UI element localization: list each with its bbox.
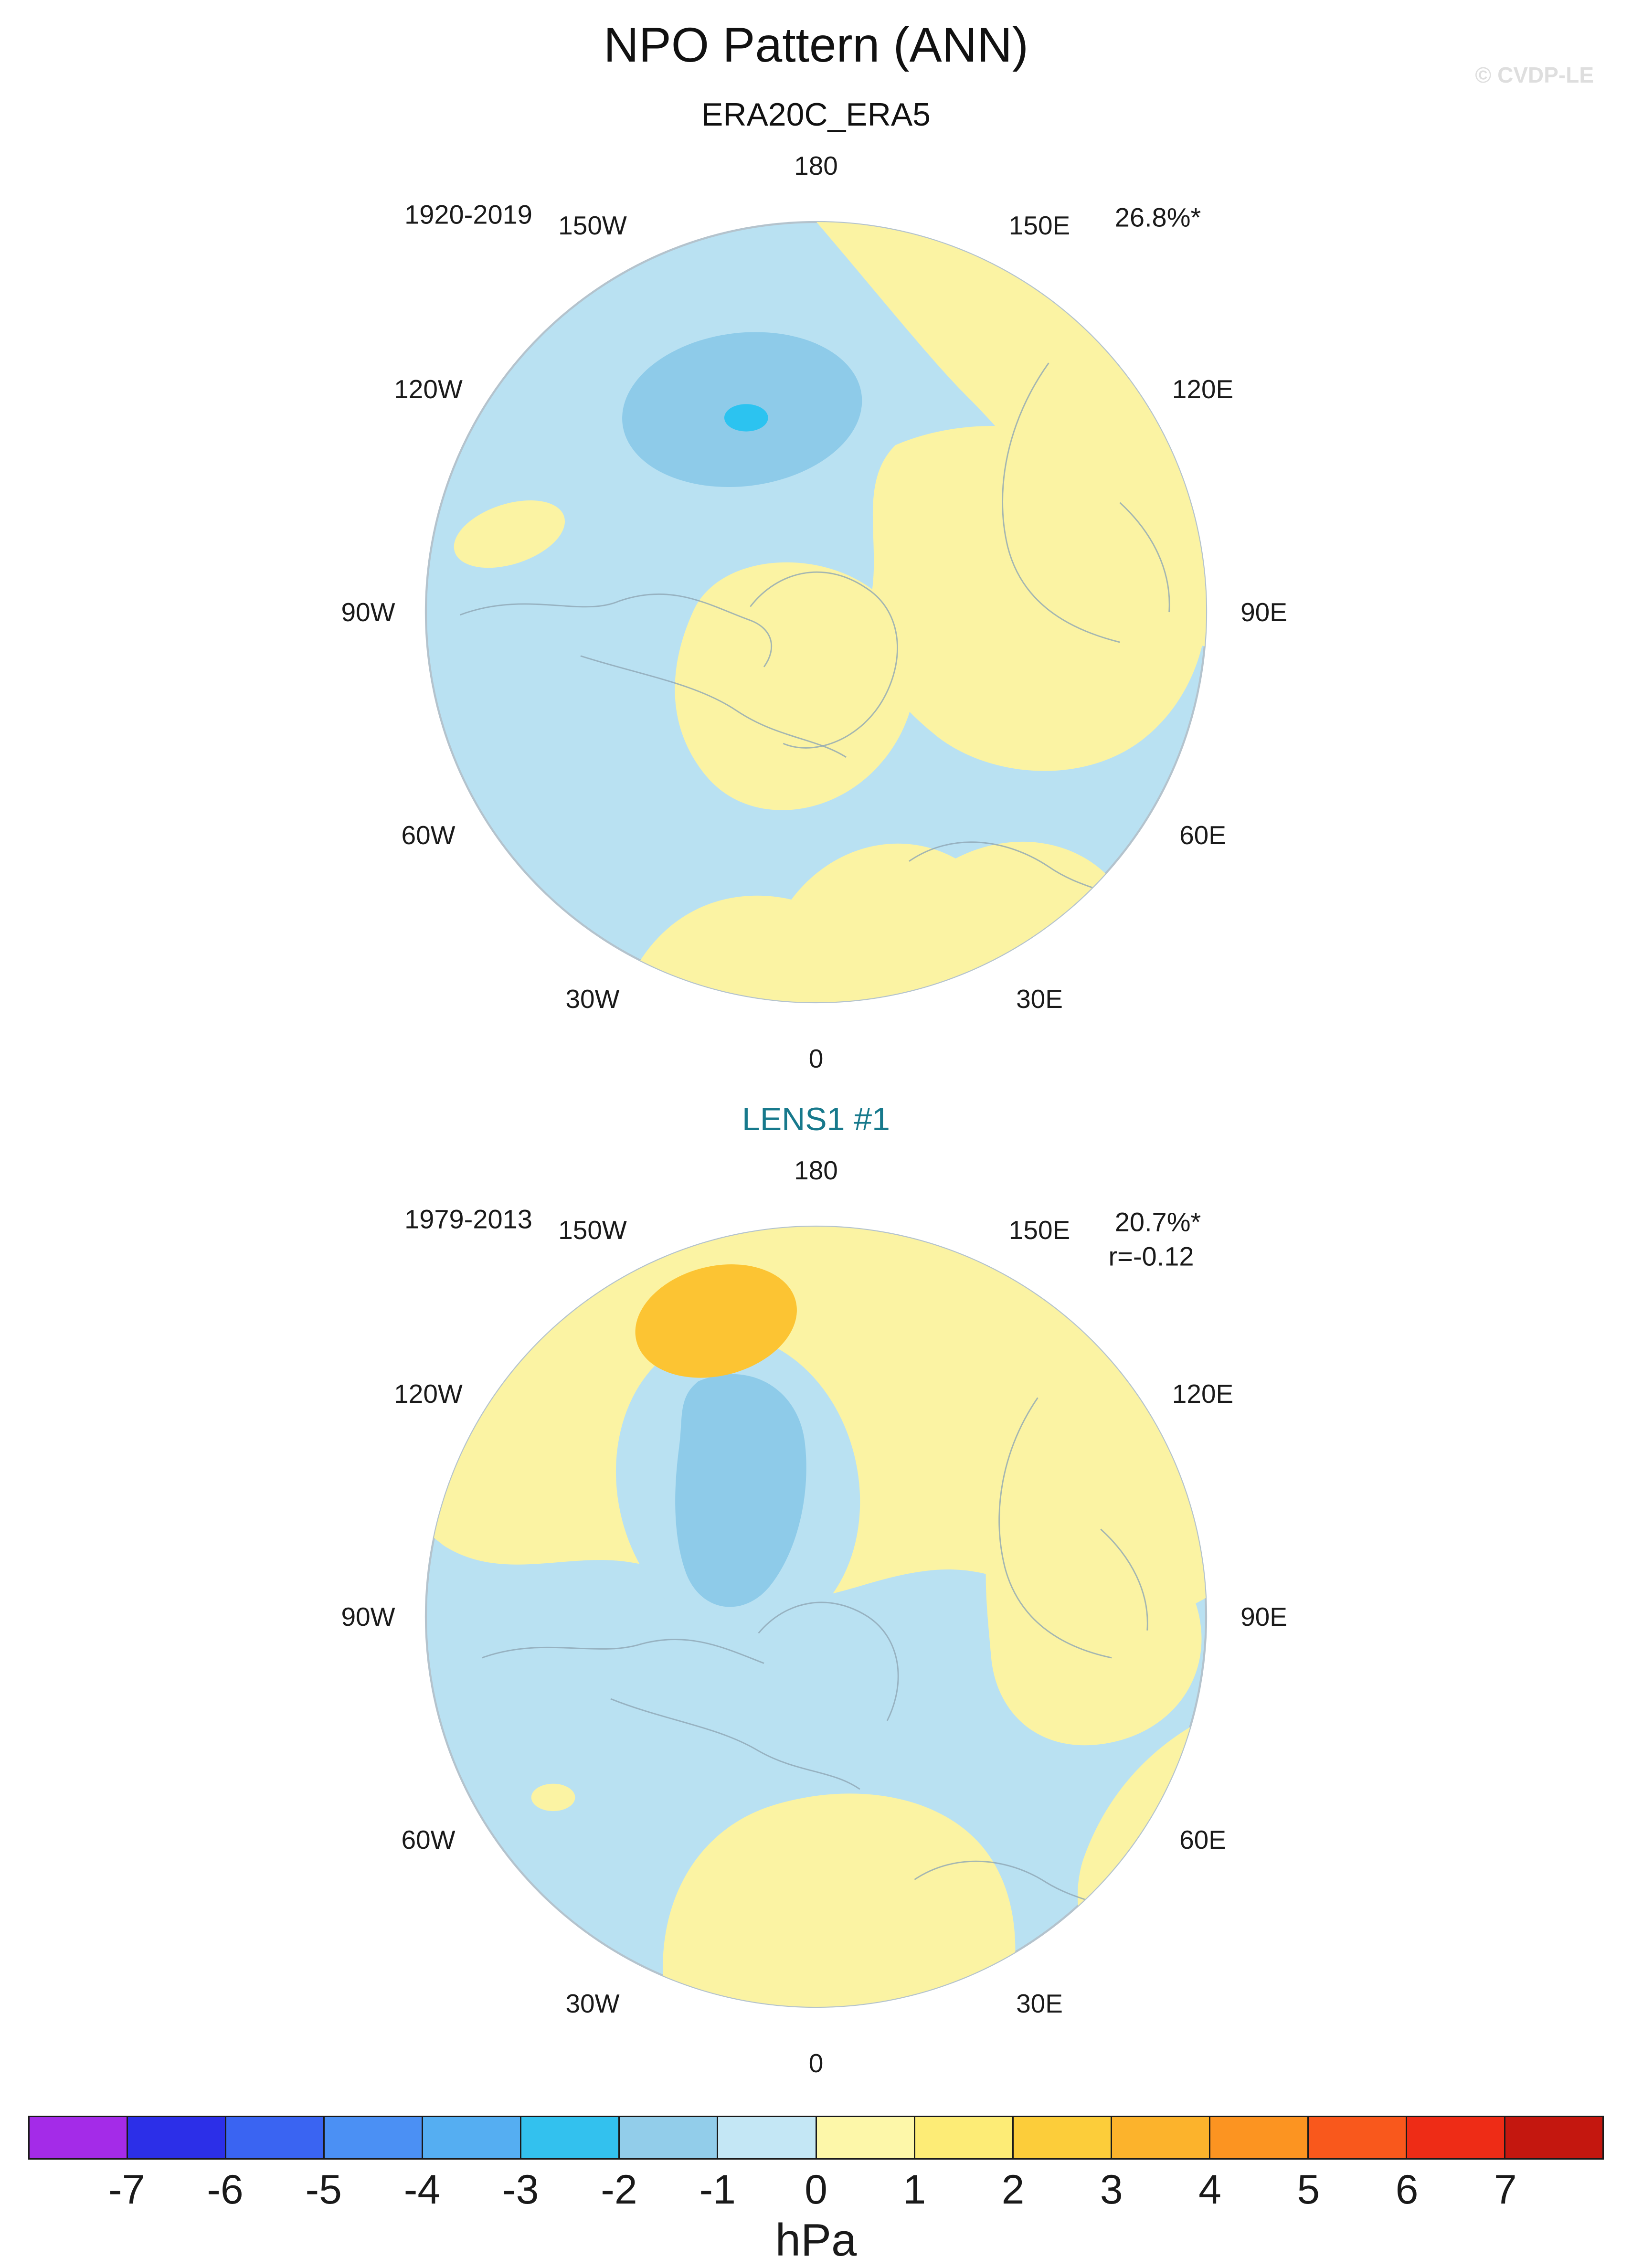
positive-region-greenland: [675, 562, 915, 810]
lon-label-120w: 120W: [394, 1379, 463, 1409]
colorbar-segment: [1210, 2117, 1309, 2158]
coastlines: [482, 1397, 1148, 1929]
colorbar-ticks: -7 -6 -5 -4 -3 -2 -1 0 1 2 3 4 5 6 7: [28, 2160, 1604, 2216]
colorbar-segment: [718, 2117, 817, 2158]
lon-label-60w: 60W: [401, 820, 456, 850]
colorbar-tick-label: 1: [903, 2167, 926, 2213]
colorbar-tick-label: 5: [1297, 2167, 1320, 2213]
coastline-path: [998, 1397, 1112, 1659]
positive-region-europe: [663, 1793, 1016, 2007]
lon-label-30w: 30W: [565, 1989, 620, 2018]
colorbar-tick-label: -1: [699, 2167, 736, 2213]
colorbar-segment: [521, 2117, 620, 2158]
lon-label-90w: 90W: [341, 597, 395, 627]
colorbar-tick-label: 0: [805, 2167, 827, 2213]
colorbar-tick-label: 3: [1100, 2167, 1123, 2213]
colorbar-segment: [915, 2117, 1014, 2158]
colorbar-segment: [620, 2117, 719, 2158]
lon-label-120w: 120W: [394, 374, 463, 404]
lon-label-180: 180: [794, 151, 838, 180]
coastline-path: [460, 593, 773, 668]
negative-anomaly-bering: [675, 1374, 806, 1607]
colorbar-tick-label: -5: [305, 2167, 342, 2213]
colorbar-segments: [28, 2116, 1604, 2160]
negative-anomaly-core: [724, 404, 768, 432]
lon-label-120e: 120E: [1172, 1379, 1234, 1409]
panel-lens1-1: LENS1 #1 1979-2013 20.7%* r=-0.12 180 15…: [339, 1101, 1293, 2082]
colorbar-tick-label: -6: [207, 2167, 244, 2213]
colorbar-tick-label: -3: [502, 2167, 539, 2213]
panel2-correlation-label: r=-0.12: [1108, 1241, 1194, 1272]
panel2-variance-label: 20.7%*: [1114, 1207, 1201, 1237]
lon-label-150w: 150W: [558, 211, 627, 240]
coastline-path: [580, 655, 847, 758]
colorbar-segment: [1407, 2117, 1505, 2158]
lon-label-30e: 30E: [1016, 1989, 1063, 2018]
coastline-path: [750, 571, 898, 749]
colorbar-segment: [1013, 2117, 1112, 2158]
panel1-map: 1920-2019 26.8%* 180 150E 120E 90E 60E 3…: [339, 137, 1293, 1078]
panel1-period-label: 1920-2019: [404, 199, 532, 230]
colorbar-unit-label: hPa: [775, 2215, 857, 2266]
lon-label-60e: 60E: [1179, 820, 1226, 850]
lon-label-0: 0: [808, 2048, 824, 2078]
panel1-variance-label: 26.8%*: [1114, 202, 1201, 233]
positive-region-asia: [867, 426, 1206, 771]
lon-label-90w: 90W: [341, 1602, 395, 1632]
panel2-map-svg: [424, 1225, 1208, 2008]
coastline-path: [1002, 362, 1120, 643]
colorbar-tick-label: -2: [601, 2167, 637, 2213]
lon-label-30w: 30W: [565, 984, 620, 1014]
colorbar-segment: [30, 2117, 128, 2158]
colorbar-segment: [816, 2117, 915, 2158]
positive-anomaly-north-pacific: [635, 1264, 797, 1378]
positive-patch-small: [531, 1783, 575, 1812]
coastline-path: [1100, 1528, 1148, 1631]
panel1-title: ERA20C_ERA5: [701, 96, 931, 133]
positive-patch-west-america: [454, 500, 565, 568]
lon-label-150w: 150W: [558, 1215, 627, 1245]
coastline-path: [610, 1698, 860, 1790]
colorbar-segment: [1505, 2117, 1602, 2158]
colorbar-tick-label: 2: [1001, 2167, 1025, 2213]
lon-label-60e: 60E: [1179, 1825, 1226, 1855]
panel-era20c-era5: ERA20C_ERA5 1920-2019 26.8%* 180 150E 12…: [339, 96, 1293, 1078]
panel2-map: 1979-2013 20.7%* r=-0.12 180 150E 120E 9…: [339, 1142, 1293, 2082]
colorbar-segment: [1308, 2117, 1407, 2158]
lon-label-30e: 30E: [1016, 984, 1063, 1014]
colorbar-segment: [325, 2117, 424, 2158]
watermark-label: © CVDP-LE: [1475, 63, 1594, 87]
lon-label-180: 180: [794, 1155, 838, 1185]
lon-label-0: 0: [808, 1044, 824, 1073]
coastlines: [460, 362, 1170, 917]
lon-label-90e: 90E: [1240, 1602, 1287, 1632]
lon-label-120e: 120E: [1172, 374, 1234, 404]
lon-label-90e: 90E: [1240, 597, 1287, 627]
colorbar-tick-label: 6: [1395, 2167, 1419, 2213]
colorbar-segment: [226, 2117, 325, 2158]
coastline-path: [758, 1601, 899, 1721]
colorbar-segment: [1112, 2117, 1210, 2158]
panel2-title: LENS1 #1: [742, 1101, 890, 1137]
lon-label-150e: 150E: [1008, 211, 1070, 240]
colorbar-tick-label: 7: [1494, 2167, 1517, 2213]
colorbar-segment: [423, 2117, 522, 2158]
panel1-map-svg: [424, 221, 1208, 1004]
colorbar: -7 -6 -5 -4 -3 -2 -1 0 1 2 3 4 5 6 7 hPa: [28, 2116, 1604, 2267]
page-title: NPO Pattern (ANN): [604, 18, 1028, 72]
coastline-path: [482, 1639, 764, 1664]
positive-region-east-lobe: [986, 1508, 1202, 1746]
colorbar-segment: [128, 2117, 227, 2158]
colorbar-tick-label: 4: [1198, 2167, 1221, 2213]
panel2-period-label: 1979-2013: [404, 1204, 532, 1234]
coastline-path: [1119, 502, 1170, 613]
colorbar-tick-label: -4: [403, 2167, 441, 2213]
lon-label-60w: 60W: [401, 1825, 456, 1855]
colorbar-tick-label: -7: [108, 2167, 145, 2213]
lon-label-150e: 150E: [1008, 1215, 1070, 1245]
